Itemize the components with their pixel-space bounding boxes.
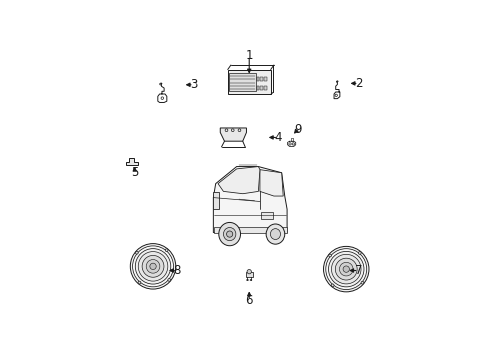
Circle shape [165, 249, 168, 252]
Text: 5: 5 [131, 166, 138, 179]
Text: 2: 2 [354, 77, 362, 90]
Bar [245, 272, 252, 277]
Circle shape [331, 255, 360, 284]
Circle shape [138, 252, 167, 281]
Polygon shape [126, 158, 138, 165]
Text: 6: 6 [245, 294, 252, 307]
Circle shape [358, 252, 361, 254]
Circle shape [328, 251, 363, 287]
Circle shape [246, 270, 251, 274]
Bar [213, 192, 218, 209]
Polygon shape [218, 167, 260, 194]
Polygon shape [220, 128, 246, 141]
Ellipse shape [246, 279, 248, 280]
Circle shape [149, 263, 156, 270]
Bar [256, 86, 259, 90]
Bar [260, 77, 263, 81]
Circle shape [167, 279, 170, 281]
Bar [227, 69, 270, 94]
Text: 3: 3 [190, 78, 197, 91]
Text: 8: 8 [173, 264, 181, 277]
Circle shape [135, 251, 138, 254]
Polygon shape [214, 227, 286, 233]
Bar [264, 77, 266, 81]
Circle shape [130, 244, 175, 289]
Circle shape [146, 260, 160, 273]
Text: 1: 1 [245, 49, 252, 62]
Circle shape [323, 246, 368, 292]
Circle shape [339, 262, 352, 276]
Ellipse shape [249, 279, 251, 280]
Circle shape [330, 284, 333, 287]
Circle shape [135, 249, 170, 284]
Circle shape [343, 266, 349, 272]
Ellipse shape [270, 229, 280, 239]
Circle shape [325, 249, 366, 289]
Circle shape [226, 231, 232, 237]
Ellipse shape [223, 228, 235, 241]
Bar [260, 86, 263, 90]
Ellipse shape [218, 222, 240, 246]
Polygon shape [260, 170, 283, 196]
Circle shape [138, 281, 141, 284]
Ellipse shape [265, 224, 284, 244]
Text: 7: 7 [354, 264, 362, 277]
Text: 9: 9 [293, 123, 301, 136]
Bar [256, 77, 259, 81]
Bar [260, 212, 273, 219]
Text: 4: 4 [274, 131, 282, 144]
Bar [229, 72, 256, 91]
Circle shape [360, 282, 363, 284]
Circle shape [142, 256, 163, 277]
Bar [264, 86, 266, 90]
Circle shape [132, 246, 173, 287]
Circle shape [335, 258, 356, 280]
Polygon shape [213, 167, 286, 233]
Circle shape [328, 254, 331, 257]
